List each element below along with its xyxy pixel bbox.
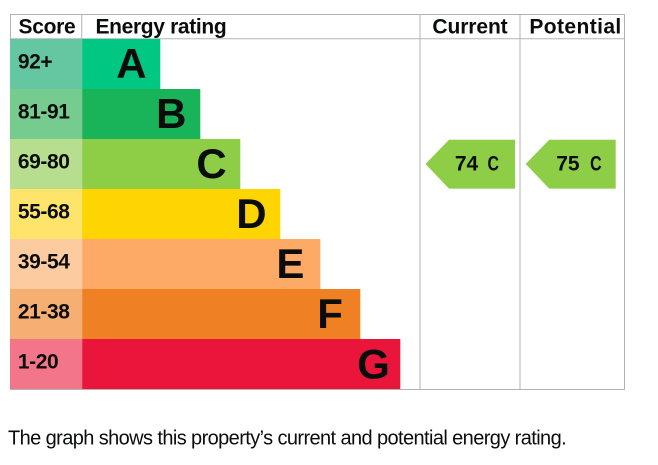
- svg-text:B: B: [156, 90, 186, 137]
- svg-text:55-68: 55-68: [18, 201, 70, 224]
- svg-text:D: D: [236, 190, 266, 237]
- svg-text:F: F: [317, 290, 343, 337]
- svg-text:Current: Current: [432, 16, 507, 39]
- svg-text:E: E: [276, 240, 304, 287]
- svg-text:81-91: 81-91: [18, 101, 70, 124]
- svg-text:21-38: 21-38: [18, 301, 70, 324]
- svg-text:75: 75: [556, 153, 580, 176]
- svg-text:69-80: 69-80: [18, 151, 70, 174]
- svg-text:C: C: [487, 153, 499, 176]
- svg-text:92+: 92+: [18, 51, 53, 74]
- svg-text:G: G: [357, 340, 390, 387]
- svg-text:The graph shows this property’: The graph shows this property’s current …: [8, 428, 566, 450]
- svg-text:Score: Score: [19, 16, 76, 39]
- svg-text:C: C: [590, 153, 602, 176]
- svg-text:1-20: 1-20: [18, 351, 58, 374]
- svg-text:A: A: [116, 40, 146, 87]
- svg-text:C: C: [196, 140, 226, 187]
- svg-text:Energy rating: Energy rating: [96, 16, 227, 39]
- svg-text:74: 74: [455, 153, 479, 176]
- svg-text:39-54: 39-54: [18, 251, 70, 274]
- svg-text:Potential: Potential: [529, 16, 621, 39]
